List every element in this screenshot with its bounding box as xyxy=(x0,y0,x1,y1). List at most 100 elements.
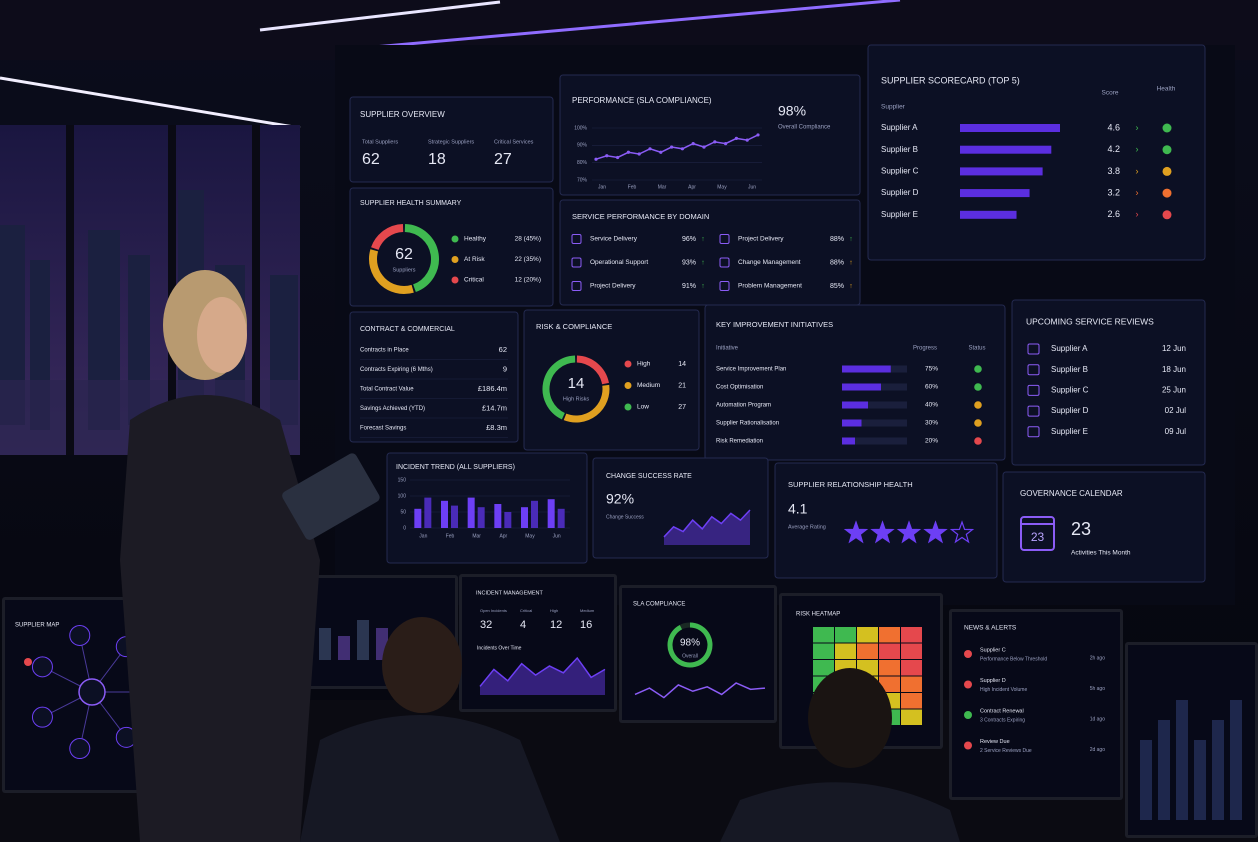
legend-label: Medium xyxy=(637,382,660,389)
score-bar xyxy=(960,167,1043,176)
heatmap-cell xyxy=(879,660,900,676)
panel xyxy=(592,457,769,559)
heatmap-cell xyxy=(813,643,834,659)
y-tick-label: 50 xyxy=(400,509,406,515)
alert-time: 2d ago xyxy=(1090,747,1106,753)
donut-segment xyxy=(563,384,610,423)
x-tick-label: May xyxy=(717,184,727,190)
point xyxy=(670,145,674,149)
gauge-arc xyxy=(667,622,713,668)
bar xyxy=(477,507,485,528)
stat-value: 32 xyxy=(480,619,492,631)
alert-text: Performance Below Threshold xyxy=(980,656,1047,662)
score-value: 3.8 xyxy=(1107,166,1120,176)
rating-value: 4.1 xyxy=(788,501,808,517)
progress-bar xyxy=(842,365,891,373)
domain-name: Operational Support xyxy=(590,259,648,266)
score-bar xyxy=(960,124,1060,132)
legend-label: High xyxy=(637,361,651,368)
stat-label: Critical Services xyxy=(494,139,534,145)
alert-icon xyxy=(964,711,972,719)
star xyxy=(949,520,975,544)
legend-label: At Risk xyxy=(464,256,485,263)
trend-arrow: ↑ xyxy=(849,259,853,266)
point xyxy=(702,145,706,149)
stat-value: 27 xyxy=(494,151,512,168)
initiative-name: Automation Program xyxy=(716,403,771,409)
panel xyxy=(774,462,998,579)
progress-bar xyxy=(842,401,868,409)
x-tick-label: Jan xyxy=(598,184,606,190)
health-dot xyxy=(1162,145,1172,155)
bar xyxy=(451,505,458,528)
legend-dot xyxy=(624,360,632,368)
dashboard: SUPPLIER OVERVIEW Total Suppliers 62 Strate… xyxy=(2,44,1258,838)
row-label: Contracts Expiring (6 Mths) xyxy=(360,367,433,373)
gauge-value: 98% xyxy=(680,638,700,649)
initiative-name: Risk Remediation xyxy=(716,439,763,445)
row-label: Savings Achieved (YTD) xyxy=(360,406,425,412)
domain-value: 93% xyxy=(682,259,696,266)
screen-graphic xyxy=(1194,740,1206,820)
alert-text: 3 Contracts Expiring xyxy=(980,717,1025,723)
alert-time: 2h ago xyxy=(1090,655,1106,661)
panel-title: SUPPLIER RELATIONSHIP HEALTH xyxy=(788,480,913,489)
monitor-title: SLA COMPLIANCE xyxy=(633,602,685,608)
score-value: 2.6 xyxy=(1107,209,1120,219)
point xyxy=(724,142,728,146)
gauge-label: Overall xyxy=(682,653,698,659)
star xyxy=(923,520,948,544)
star xyxy=(843,520,869,544)
stat-value: 62 xyxy=(362,151,380,168)
panel xyxy=(704,304,1006,461)
heatmap-cell xyxy=(879,676,900,692)
status-dot xyxy=(974,401,982,409)
progress-bar xyxy=(842,383,881,391)
review-supplier: Supplier E xyxy=(1051,427,1088,436)
trend-arrow: › xyxy=(1136,209,1139,219)
x-tick-label: Jun xyxy=(553,533,561,539)
person-body xyxy=(720,782,960,842)
donut-segment xyxy=(404,224,439,292)
bar xyxy=(414,508,422,528)
domain-icon xyxy=(719,257,730,268)
alert-icon xyxy=(964,741,972,750)
stat-label: Open Incidents xyxy=(480,608,507,613)
trend-arrow: ↑ xyxy=(701,283,705,290)
screen-graphic xyxy=(1230,700,1242,820)
calendar-icon xyxy=(1020,516,1055,551)
heatmap-cell xyxy=(901,643,922,659)
row-value: £186.4m xyxy=(478,384,507,393)
monitor-title: RISK HEATMAP xyxy=(796,612,840,618)
trend-arrow: › xyxy=(1136,144,1139,154)
domain-name: Problem Management xyxy=(738,283,802,290)
review-date: 09 Jul xyxy=(1165,427,1187,436)
x-tick-label: May xyxy=(525,533,535,539)
donut-segment xyxy=(542,355,576,420)
screen-graphic xyxy=(1140,740,1152,820)
row-value: £8.3m xyxy=(486,423,507,432)
point xyxy=(745,138,749,142)
row-label: Forecast Savings xyxy=(360,426,406,432)
map-node xyxy=(31,656,53,678)
score-bar xyxy=(960,145,1052,154)
review-date: 02 Jul xyxy=(1165,406,1187,415)
review-date: 18 Jun xyxy=(1162,365,1186,374)
map-node xyxy=(69,624,91,646)
stat-label: Strategic Suppliers xyxy=(428,139,474,145)
domain-value: 96% xyxy=(682,236,696,243)
panel xyxy=(349,96,554,183)
point xyxy=(637,152,641,156)
health-dot xyxy=(1162,123,1172,133)
donut-center-label: Suppliers xyxy=(393,267,416,273)
domain-icon xyxy=(719,281,730,291)
initiative-name: Supplier Rationalisation xyxy=(716,421,779,427)
panel xyxy=(349,311,519,443)
calendar-icon xyxy=(1027,343,1040,355)
headline-value: 98% xyxy=(778,103,806,119)
score-value: 3.2 xyxy=(1107,187,1120,197)
point xyxy=(713,140,717,144)
score-value: 4.2 xyxy=(1107,144,1120,154)
stat-label: High xyxy=(550,608,558,613)
bar xyxy=(467,497,475,528)
